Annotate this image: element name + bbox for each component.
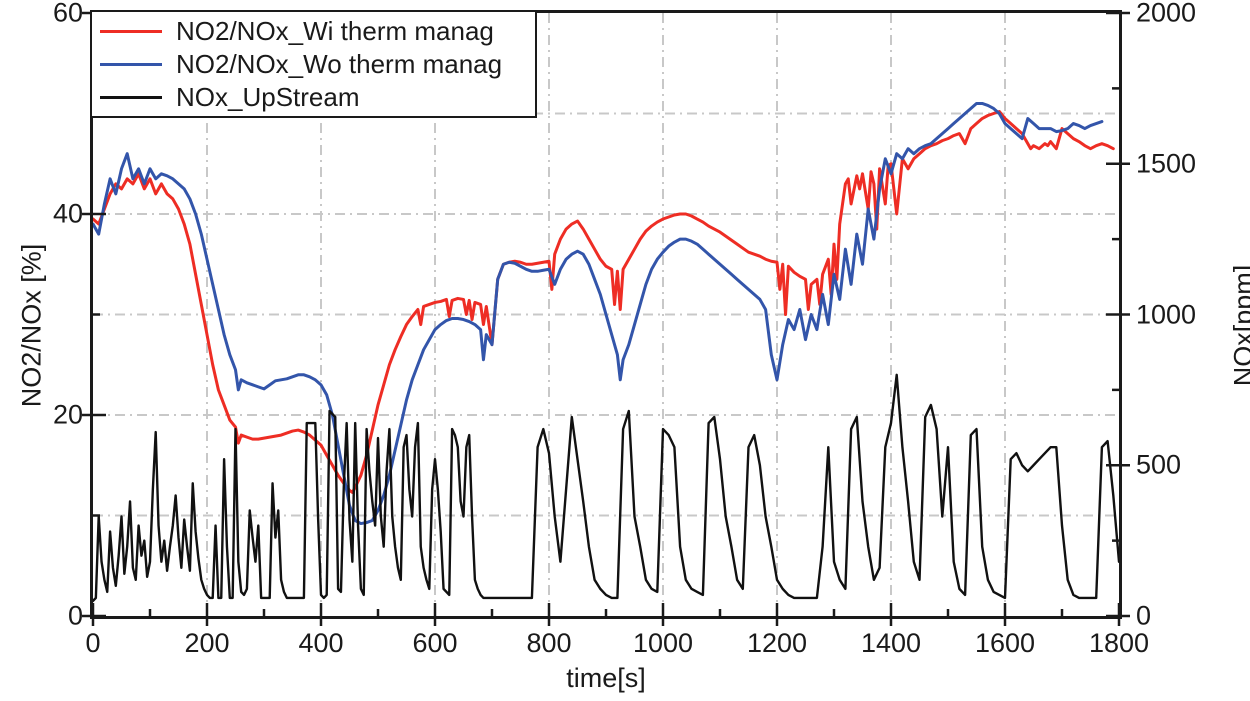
legend-label: NO2/NOx_Wo therm manag — [176, 49, 503, 79]
y-tick-label-right: 500 — [1136, 449, 1182, 480]
plot-svg — [93, 13, 1119, 616]
legend-swatch-line — [100, 62, 162, 66]
series-nox — [93, 373, 1119, 603]
series-lines — [93, 101, 1119, 603]
y-tick-label-right: 0 — [1136, 600, 1152, 631]
legend-item: NO2/NOx_Wo therm manag — [100, 48, 535, 81]
legend-label: NOx_UpStream — [176, 82, 360, 112]
y-tick-label-left: 20 — [52, 399, 83, 430]
y-tick-label-left: 40 — [52, 198, 83, 229]
legend-item: NOx_UpStream — [100, 81, 535, 114]
y-tick-label-right: 1500 — [1136, 148, 1197, 179]
legend-swatch-line — [100, 95, 162, 99]
grid-lines — [93, 13, 1119, 616]
x-tick-label: 0 — [85, 628, 101, 658]
series-ratio — [93, 101, 1104, 526]
y-tick-label-left: 60 — [52, 0, 83, 28]
legend: NO2/NOx_Wi therm manag NO2/NOx_Wo therm … — [90, 10, 537, 118]
y-tick-label-right: 2000 — [1136, 0, 1197, 28]
y-axis-right-title: NOx[ppm] — [1228, 264, 1250, 387]
x-axis-title: time[s] — [566, 663, 646, 693]
legend-item: NO2/NOx_Wi therm manag — [100, 15, 535, 48]
legend-swatch-line — [100, 29, 162, 33]
x-tick-label: 600 — [412, 628, 458, 658]
y-tick-label-left: 0 — [67, 600, 83, 631]
x-tick-label: 1400 — [860, 628, 922, 658]
x-tick-label: 1000 — [632, 628, 694, 658]
x-tick-label: 400 — [298, 628, 344, 658]
y-tick-label-right: 1000 — [1136, 299, 1197, 329]
x-tick-label: 1600 — [974, 628, 1036, 658]
legend-label: NO2/NOx_Wi therm manag — [176, 16, 494, 46]
y-axis-left-title: NO2/NOx [%] — [16, 243, 47, 408]
series-ratio — [93, 109, 1115, 494]
x-tick-label: 200 — [184, 628, 230, 658]
x-tick-label: 1200 — [746, 628, 808, 658]
x-tick-label: 1800 — [1088, 628, 1150, 658]
x-tick-label: 800 — [526, 628, 572, 658]
